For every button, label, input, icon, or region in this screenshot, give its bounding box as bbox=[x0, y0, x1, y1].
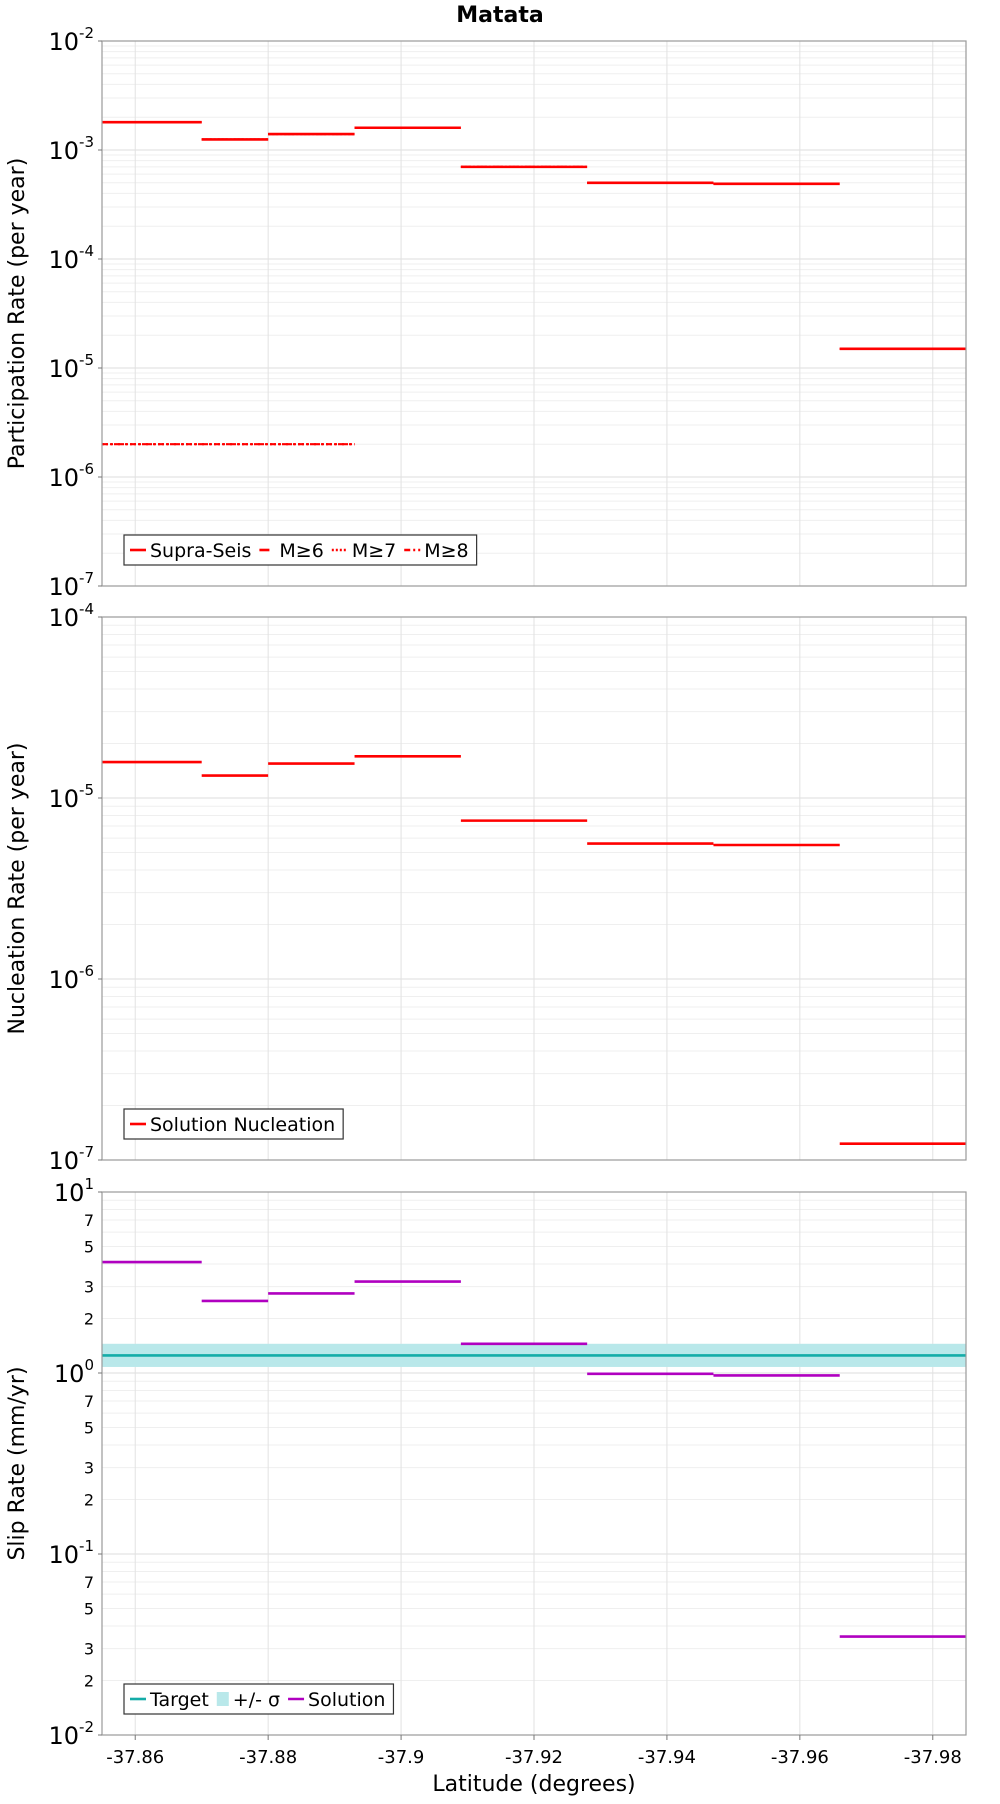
y-minor-tick-label: 2 bbox=[84, 1491, 94, 1510]
y-tick-label: 10-2 bbox=[48, 1718, 94, 1750]
legend-entry: Target bbox=[130, 1689, 209, 1711]
legend-entry: Solution Nucleation bbox=[130, 1114, 335, 1136]
x-tick-label: -37.9 bbox=[378, 1747, 425, 1768]
plot-frame bbox=[101, 40, 967, 587]
y-tick-label: 10-6 bbox=[48, 962, 94, 994]
legend: Solution Nucleation bbox=[123, 1108, 344, 1140]
legend-frame bbox=[123, 1108, 344, 1140]
y-tick-label: 10-5 bbox=[48, 781, 94, 813]
y-tick-label: 10-7 bbox=[48, 1143, 94, 1175]
plot-frame bbox=[101, 616, 967, 1161]
y-minor-tick-label: 3 bbox=[84, 1640, 94, 1659]
legend-swatch bbox=[216, 1692, 229, 1706]
legend-entry: Supra-Seis bbox=[130, 540, 251, 562]
legend-entry: M≥6 bbox=[259, 540, 324, 562]
legend-label: Supra-Seis bbox=[150, 540, 251, 562]
series-solution bbox=[102, 1260, 966, 1638]
y-tick-label: 10-7 bbox=[48, 569, 94, 601]
legend-label: M≥6 bbox=[279, 540, 323, 562]
legend-entry: +/- σ bbox=[216, 1689, 280, 1711]
y-tick-label: 10-2 bbox=[48, 24, 94, 56]
y-minor-tick-label: 7 bbox=[84, 1392, 94, 1411]
legend-label: M≥8 bbox=[424, 540, 468, 562]
y-tick-label: 101 bbox=[54, 1175, 94, 1207]
legend-label: Target bbox=[149, 1689, 209, 1711]
panel-slip: 10-2 10-1 100 101 2 3 5 7 2 3 5 7 2 3 5 7 Slip Rate (mm/… bbox=[5, 1175, 967, 1750]
y-minor-tick-label: 2 bbox=[84, 1672, 94, 1691]
legend-entry: M≥8 bbox=[404, 540, 469, 562]
y-tick-label: 10-6 bbox=[48, 460, 94, 492]
panel-participation: 10-7 10-6 10-5 10-4 10-3 10-2 Participation Ra… bbox=[5, 24, 967, 601]
y-axis-label: Slip Rate (mm/yr) bbox=[5, 1366, 30, 1560]
y-tick-label: 100 bbox=[54, 1356, 94, 1388]
y-axis-label: Participation Rate (per year) bbox=[5, 158, 30, 470]
legend-label: Solution bbox=[308, 1689, 385, 1711]
x-tick-label: -37.86 bbox=[106, 1747, 164, 1768]
y-tick-label: 10-1 bbox=[48, 1537, 94, 1569]
x-tick-label: -37.94 bbox=[638, 1747, 696, 1768]
legend: Supra-Seis M≥6 M≥7 M≥8 bbox=[123, 534, 478, 566]
y-minor-tick-label: 7 bbox=[84, 1573, 94, 1592]
y-tick-label: 10-4 bbox=[48, 242, 94, 274]
x-tick-label: -37.88 bbox=[239, 1747, 297, 1768]
y-tick-label: 10-4 bbox=[48, 600, 94, 632]
y-minor-tick-label: 5 bbox=[84, 1599, 94, 1618]
legend-entry: Solution bbox=[288, 1689, 385, 1711]
legend-frame bbox=[123, 534, 478, 566]
chart-title: Matata bbox=[456, 3, 543, 28]
panel-nucleation: 10-7 10-6 10-5 10-4 Nucleation Rate (per yea… bbox=[5, 600, 967, 1175]
legend-label: +/- σ bbox=[233, 1689, 280, 1711]
x-axis-label: Latitude (degrees) bbox=[432, 1772, 635, 1797]
legend-entry: M≥7 bbox=[331, 540, 396, 562]
y-minor-tick-label: 2 bbox=[84, 1310, 94, 1329]
legend-label: Solution Nucleation bbox=[150, 1114, 335, 1136]
y-minor-tick-label: 5 bbox=[84, 1418, 94, 1437]
y-tick-label: 10-5 bbox=[48, 351, 94, 383]
x-tick-label: -37.98 bbox=[904, 1747, 962, 1768]
y-minor-tick-label: 7 bbox=[84, 1211, 94, 1230]
y-axis-label: Nucleation Rate (per year) bbox=[5, 743, 30, 1035]
series-m-7 bbox=[102, 121, 966, 446]
y-minor-tick-label: 5 bbox=[84, 1237, 94, 1256]
y-minor-tick-label: 3 bbox=[84, 1278, 94, 1297]
x-tick-label: -37.96 bbox=[771, 1747, 829, 1768]
x-tick-label: -37.92 bbox=[505, 1747, 563, 1768]
legend: Target +/- σ Solution bbox=[123, 1683, 395, 1715]
series-solution-nucleation bbox=[102, 754, 966, 1146]
y-tick-label: 10-3 bbox=[48, 133, 94, 165]
y-minor-tick-label: 3 bbox=[84, 1459, 94, 1478]
legend-label: M≥7 bbox=[352, 540, 396, 562]
legend-frame bbox=[123, 1683, 395, 1715]
